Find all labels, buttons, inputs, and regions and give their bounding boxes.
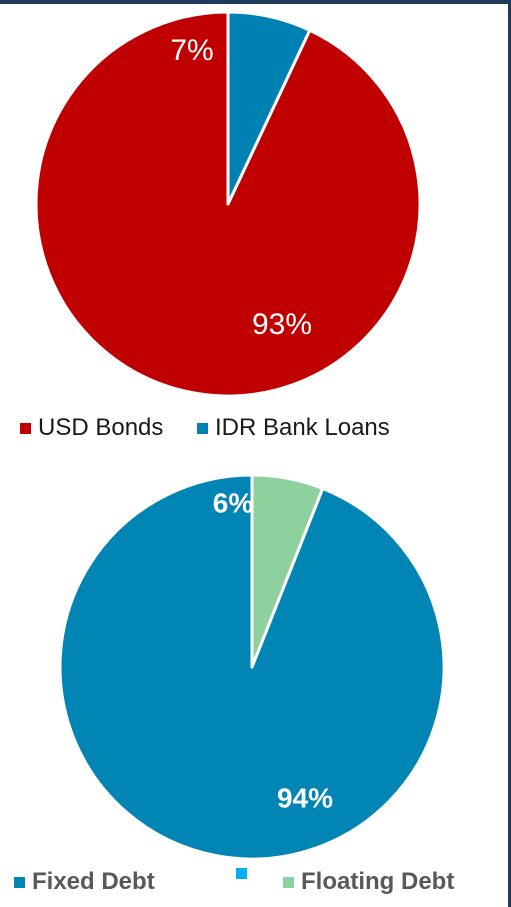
legend-item-unlabeled (236, 868, 254, 879)
pie-slice-floating-debt (250, 473, 325, 669)
legend-debt-by-source: USD Bonds IDR Bank Loans (0, 414, 511, 446)
data-label-fixed-debt: 94% (277, 782, 333, 813)
legend-label-fixed-debt: Fixed Debt (32, 868, 155, 895)
legend-swatch-idr-bank-loans (197, 422, 208, 434)
legend-item-usd-bonds: USD Bonds (20, 414, 163, 442)
legend-swatch-unlabeled (236, 868, 247, 879)
legend-swatch-fixed-debt (14, 876, 25, 888)
legend-item-fixed-debt: Fixed Debt (14, 868, 155, 896)
pie-chart-debt-by-source: 93% 7% (34, 10, 422, 398)
legend-swatch-usd-bonds (20, 422, 31, 434)
pie-chart-debt-by-rate: 94% 6% (58, 473, 446, 861)
top-rule (0, 0, 511, 4)
legend-label-usd-bonds: USD Bonds (38, 414, 164, 441)
legend-label-idr-bank-loans: IDR Bank Loans (215, 414, 390, 441)
legend-item-idr-bank-loans: IDR Bank Loans (197, 414, 390, 442)
legend-item-floating-debt: Floating Debt (283, 868, 454, 896)
legend-label-floating-debt: Floating Debt (301, 868, 455, 895)
data-label-floating-debt: 6% (213, 487, 254, 518)
data-label-usd-bonds: 93% (252, 308, 312, 341)
data-label-idr-bank-loans: 7% (170, 34, 213, 67)
legend-debt-by-rate: Fixed Debt Floating Debt (0, 868, 511, 904)
legend-swatch-floating-debt (283, 876, 294, 888)
pie-slice-idr-bank-loans (226, 10, 312, 206)
right-rule (508, 0, 511, 907)
